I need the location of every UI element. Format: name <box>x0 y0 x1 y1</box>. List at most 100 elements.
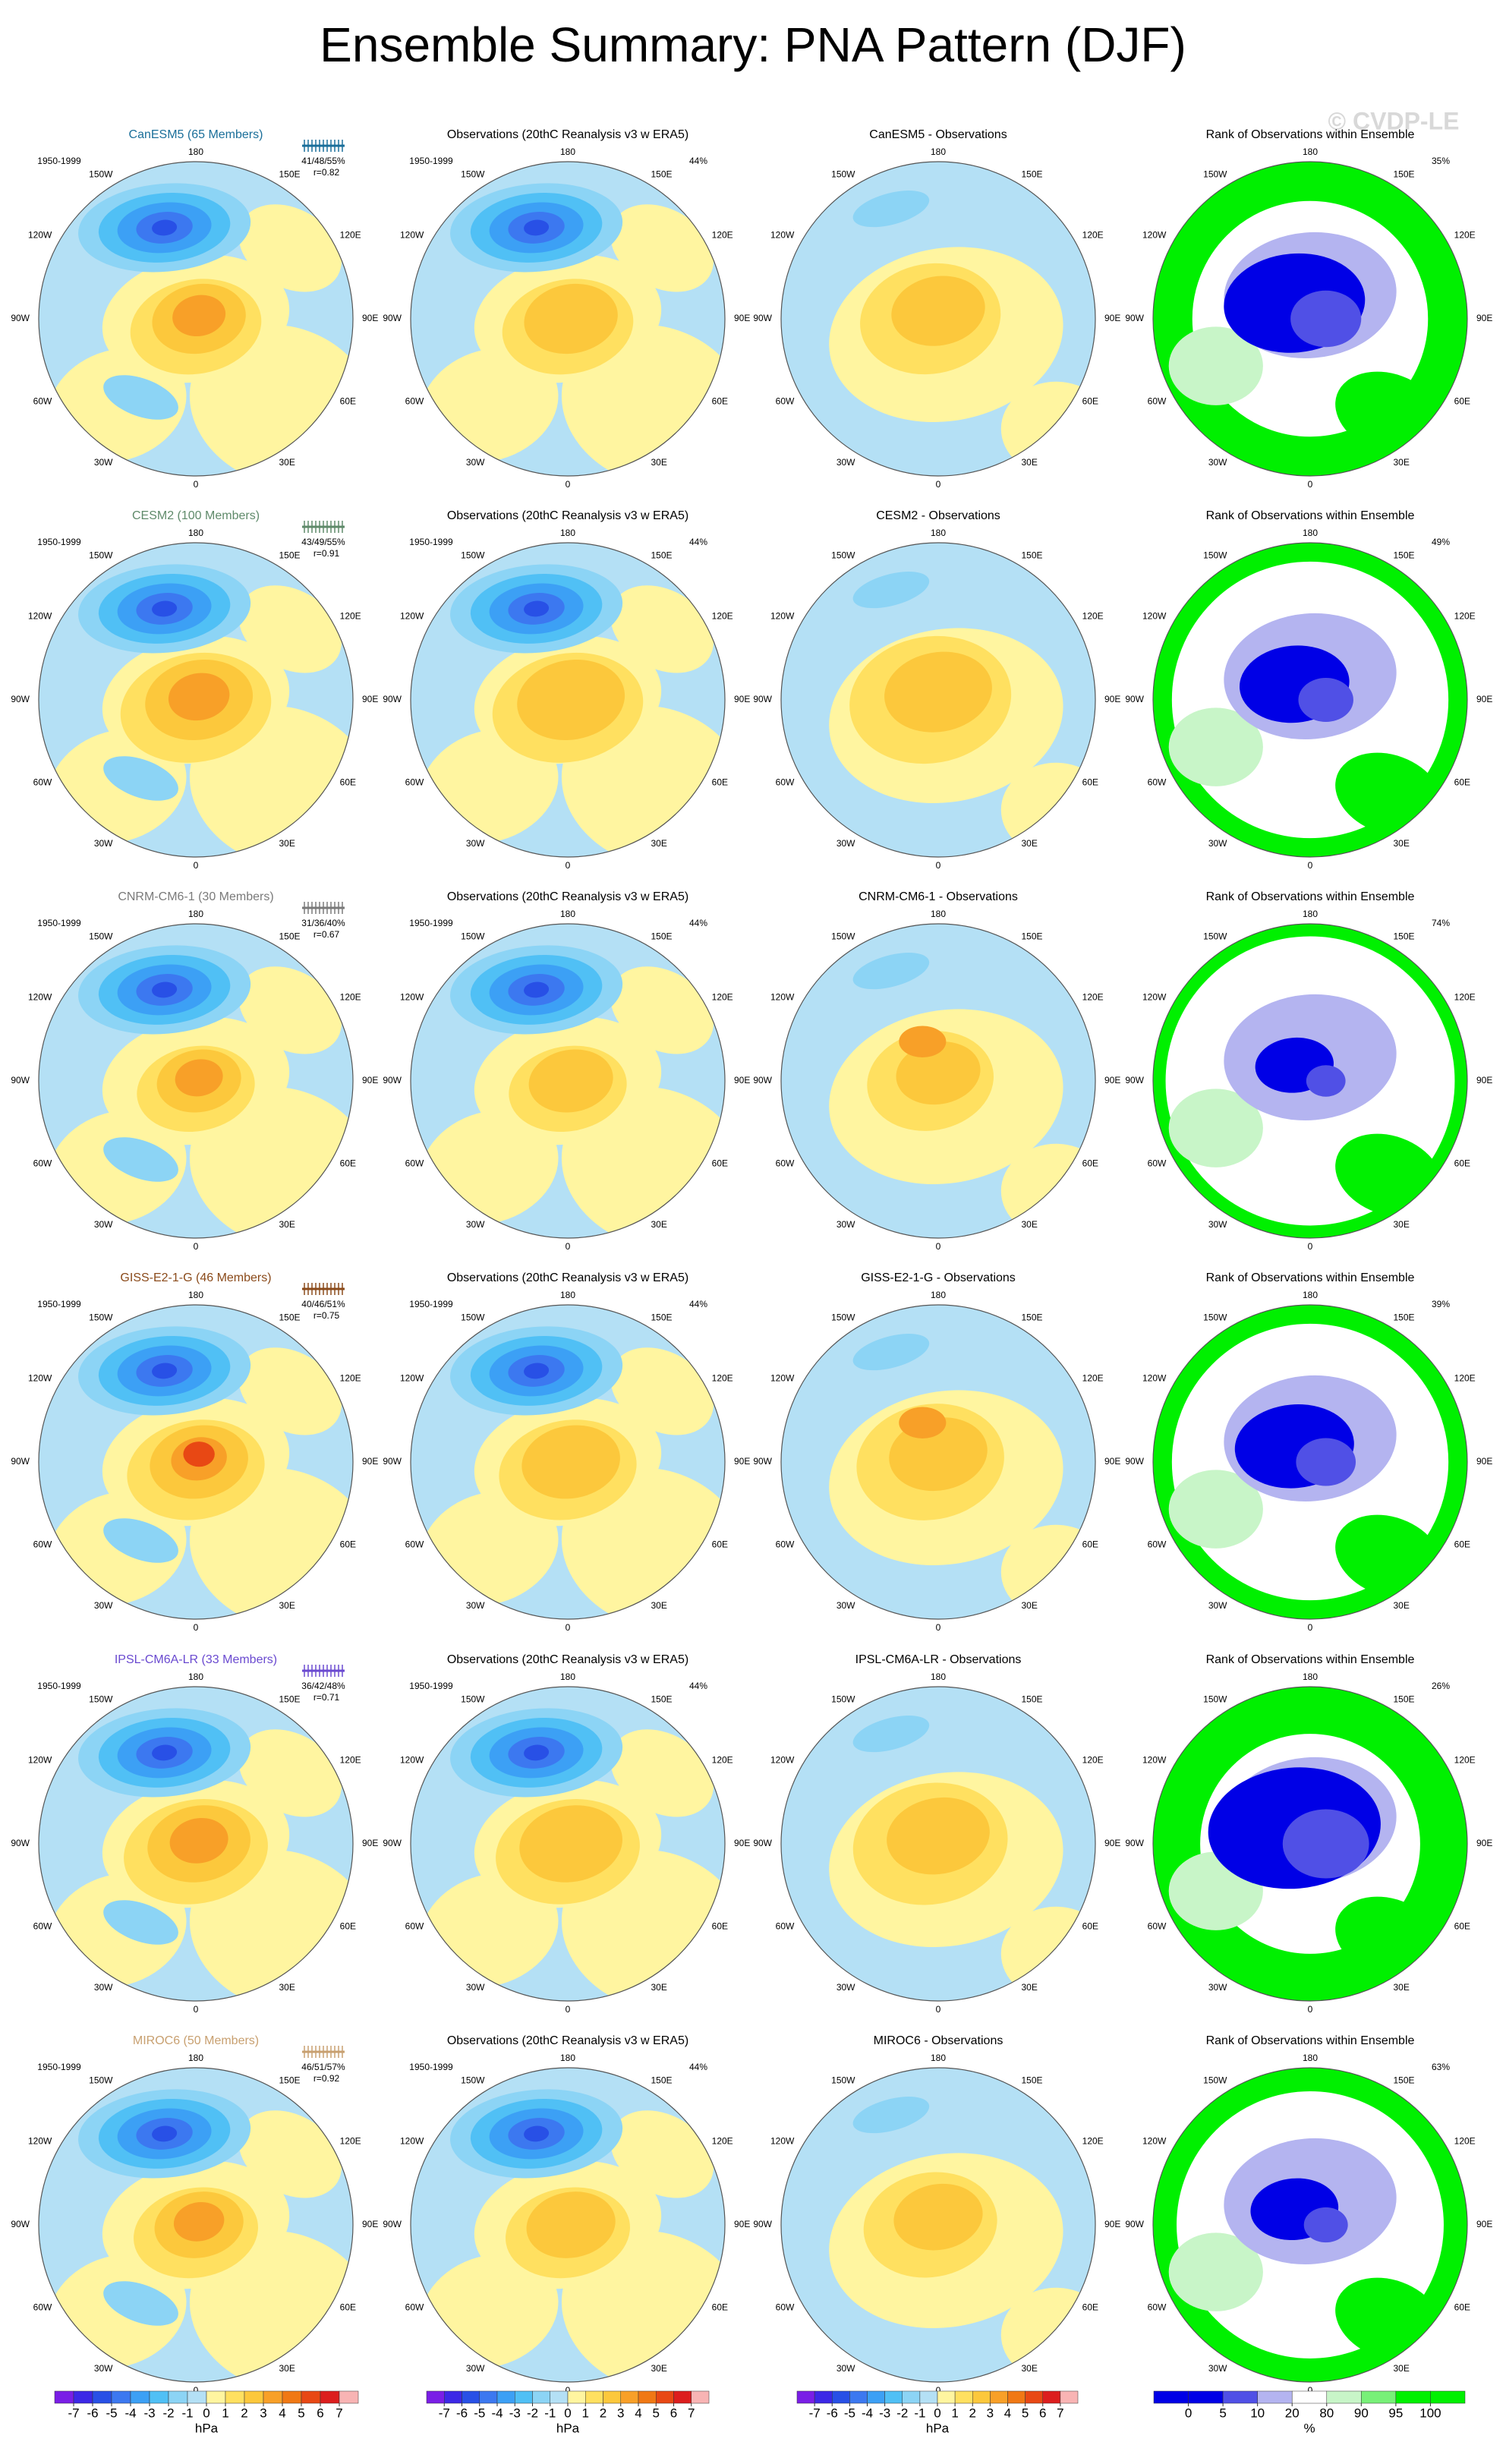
column-title: Observations (20thC Reanalysis v3 w ERA5… <box>447 509 688 522</box>
colorbar-label: -3 <box>143 2406 155 2420</box>
longitude-label: 60W <box>1148 396 1167 407</box>
longitude-label: 90E <box>734 694 750 704</box>
colorbar-label: 4 <box>279 2406 285 2420</box>
longitude-label: 180 <box>188 1290 203 1300</box>
longitude-label: 60W <box>33 1921 52 1932</box>
field-contour <box>1335 371 1442 455</box>
rank-ring <box>1153 543 1467 857</box>
colorbar-label: 5 <box>1022 2406 1029 2420</box>
map-outline <box>780 1686 1096 2002</box>
longitude-label: 0 <box>566 1622 571 1633</box>
colorbar-label: 5 <box>1219 2406 1226 2420</box>
longitude-label: 60W <box>33 1158 52 1169</box>
pattern-percent: 44% <box>689 156 707 166</box>
field-contour <box>524 219 550 236</box>
model-title: MIROC6 (50 Members) <box>133 2034 259 2047</box>
longitude-label: 0 <box>194 479 199 490</box>
pattern-percent: 44% <box>689 1681 707 1691</box>
colorbar-box <box>814 2390 833 2404</box>
longitude-label: 120E <box>340 230 361 241</box>
longitude-label: 30W <box>94 2363 113 2374</box>
map-outline <box>410 161 726 477</box>
colorbar-box <box>972 2390 991 2404</box>
map <box>411 543 725 857</box>
map <box>411 2068 725 2382</box>
longitude-label: 150W <box>1203 1694 1227 1705</box>
column-title: Observations (20thC Reanalysis v3 w ERA5… <box>447 1653 688 1666</box>
longitude-label: 30W <box>466 1982 485 1993</box>
longitude-label: 120W <box>400 611 424 622</box>
longitude-label: 90E <box>1104 1075 1120 1085</box>
stats: 41/48/55% <box>301 156 345 166</box>
longitude-label: 150E <box>651 169 673 180</box>
longitude-label: 120W <box>770 2136 795 2147</box>
colorbar-label: 7 <box>336 2406 342 2420</box>
pattern-percent: 44% <box>689 2062 707 2072</box>
map <box>781 1305 1095 1619</box>
longitude-label: 60W <box>405 777 424 788</box>
field-contour <box>1335 2277 1442 2361</box>
colorbar-label: 4 <box>635 2406 641 2420</box>
map <box>1153 162 1467 476</box>
longitude-label: 60E <box>340 1539 356 1550</box>
colorbar-box <box>849 2390 868 2404</box>
longitude-label: 30E <box>651 2363 667 2374</box>
longitude-label: 120E <box>1454 1755 1476 1766</box>
field-contour <box>103 1518 178 1563</box>
longitude-label: 0 <box>566 479 571 490</box>
colorbar-label: 3 <box>987 2406 994 2420</box>
colorbar-label: 2 <box>241 2406 247 2420</box>
longitude-label: 120E <box>1454 611 1476 622</box>
longitude-label: 120E <box>712 2136 733 2147</box>
longitude-label: 150W <box>831 1312 855 1323</box>
field-contour <box>1303 2207 1348 2243</box>
longitude-label: 120E <box>712 611 733 622</box>
longitude-label: 30E <box>1022 457 1038 468</box>
colorbar-label: 100 <box>1419 2406 1441 2420</box>
longitude-label: 60W <box>776 396 795 407</box>
map-outline <box>780 923 1096 1239</box>
colorbar-box <box>1257 2390 1293 2404</box>
colorbar-box <box>73 2390 93 2404</box>
longitude-label: 120E <box>712 1755 733 1766</box>
longitude-label: 180 <box>560 909 575 919</box>
field-contour <box>1168 2232 1263 2311</box>
colorbar-label: 0 <box>1185 2406 1192 2420</box>
colorbar-box <box>954 2390 973 2404</box>
field-contour <box>238 204 342 292</box>
longitude-label: 120E <box>1454 230 1476 241</box>
rank-ring <box>1153 162 1467 476</box>
longitude-label: 30W <box>836 1982 855 1993</box>
map-outline <box>1152 161 1468 477</box>
longitude-label: 120E <box>1454 1373 1476 1384</box>
longitude-label: 60W <box>33 396 52 407</box>
longitude-label: 60W <box>33 2302 52 2313</box>
map-outline <box>1152 1686 1468 2002</box>
longitude-label: 30E <box>651 457 667 468</box>
map <box>781 2068 1095 2382</box>
period: 1950-1999 <box>409 1681 453 1691</box>
longitude-label: 90W <box>11 313 30 323</box>
longitude-label: 30W <box>1208 1982 1227 1993</box>
longitude-label: 60E <box>1082 396 1098 407</box>
map-outline <box>410 1686 726 2002</box>
longitude-label: 180 <box>931 1290 946 1300</box>
longitude-label: 30E <box>1394 838 1410 849</box>
column-title: CNRM-CM6-1 - Observations <box>859 890 1018 903</box>
longitude-label: 150W <box>89 550 113 561</box>
longitude-label: 30W <box>94 457 113 468</box>
map-outline <box>38 1686 354 2002</box>
field-contour <box>103 2281 178 2326</box>
longitude-label: 60W <box>776 777 795 788</box>
colorbar-box <box>902 2390 921 2404</box>
field-contour <box>168 673 230 721</box>
field-contour <box>526 2191 616 2258</box>
field-contour <box>521 1425 620 1499</box>
longitude-label: 0 <box>1308 2004 1313 2015</box>
field-contour <box>103 1900 178 1945</box>
colorbar-box <box>149 2390 169 2404</box>
rank-ring <box>1153 1305 1467 1619</box>
longitude-label: 120W <box>770 1373 795 1384</box>
longitude-label: 180 <box>931 528 946 538</box>
map-outline <box>38 542 354 858</box>
